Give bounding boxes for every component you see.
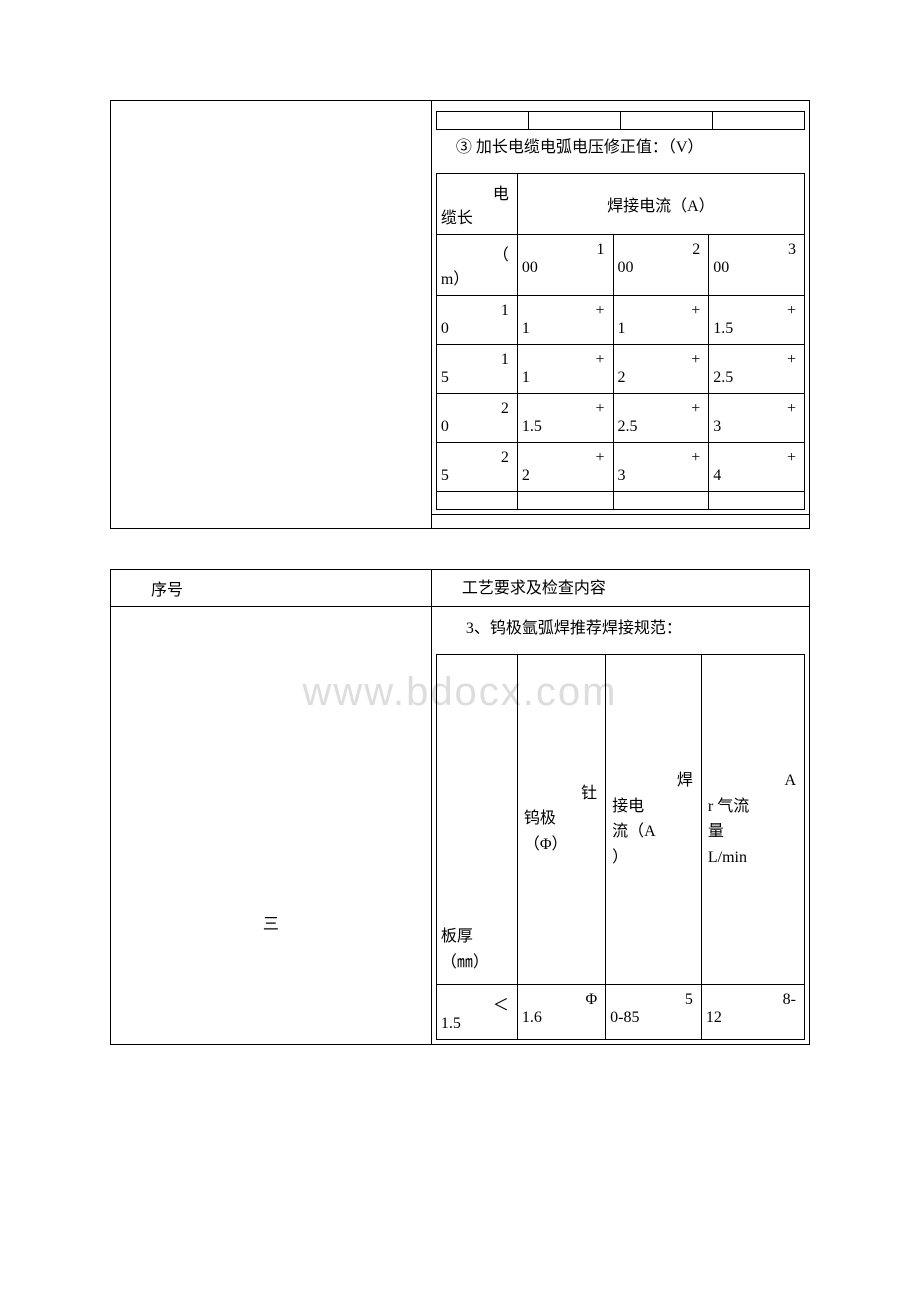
header-welding-current: 焊接电流（A） bbox=[517, 173, 804, 234]
header-gasflow: A r 气流 量 L/min bbox=[701, 654, 804, 984]
section2-note: 3、钨极氩弧焊推荐焊接规范： bbox=[436, 611, 805, 648]
section1-left-cell bbox=[111, 101, 432, 529]
col-200: 2 00 bbox=[613, 234, 709, 295]
section2-inner-table: 板厚（㎜） 钍 钨极 （Φ） 焊 接电 流（A ） bbox=[436, 654, 805, 1040]
table-row: ＜1.5 Φ1.6 50-85 8-12 bbox=[436, 984, 804, 1039]
table-header-row: 电 缆长 焊接电流（A） bbox=[436, 173, 804, 234]
header-electrode: 钍 钨极 （Φ） bbox=[517, 654, 605, 984]
table-row: 10 +1 +1 +1.5 bbox=[436, 295, 804, 344]
section2-seq-value: 三 bbox=[111, 606, 432, 1044]
section2-right-cell: 3、钨极氩弧焊推荐焊接规范： 板厚（㎜） 钍 钨极 （Φ） bbox=[431, 606, 809, 1044]
header-content: 工艺要求及检查内容 bbox=[431, 569, 809, 606]
section1-empty-top-row bbox=[436, 111, 805, 130]
table-row: 20 +1.5 +2.5 +3 bbox=[436, 393, 804, 442]
unit-cell: （ m） bbox=[436, 234, 517, 295]
col-300: 3 00 bbox=[709, 234, 805, 295]
section1-outer-table: ③ 加长电缆电弧电压修正值：（V） 电 缆长 焊接电流（A） bbox=[110, 100, 810, 529]
section2-header-row: 序号 工艺要求及检查内容 bbox=[111, 569, 810, 606]
section2-outer-table: 序号 工艺要求及检查内容 三 3、钨极氩弧焊推荐焊接规范： 板厚（㎜） 钍 bbox=[110, 569, 810, 1045]
table-row: 25 +2 +3 +4 bbox=[436, 442, 804, 491]
table-header-row: 板厚（㎜） 钍 钨极 （Φ） 焊 接电 流（A ） bbox=[436, 654, 804, 984]
header-seq: 序号 bbox=[111, 569, 432, 606]
section1-note: ③ 加长电缆电弧电压修正值：（V） bbox=[436, 130, 805, 167]
section1-bottom-cell bbox=[431, 514, 809, 528]
header-current: 焊 接电 流（A ） bbox=[606, 654, 702, 984]
header-cable-length: 电 缆长 bbox=[436, 173, 517, 234]
table-empty-row bbox=[436, 491, 804, 509]
header-thickness: 板厚（㎜） bbox=[436, 654, 517, 984]
document-page: ③ 加长电缆电弧电压修正值：（V） 电 缆长 焊接电流（A） bbox=[0, 0, 920, 1095]
section1-right-cell: ③ 加长电缆电弧电压修正值：（V） 电 缆长 焊接电流（A） bbox=[431, 101, 809, 515]
section1-inner-table: 电 缆长 焊接电流（A） （ m） bbox=[436, 173, 805, 510]
table-row: 15 +1 +2 +2.5 bbox=[436, 344, 804, 393]
col-100: 1 00 bbox=[517, 234, 613, 295]
table-unit-row: （ m） 1 00 2 bbox=[436, 234, 804, 295]
